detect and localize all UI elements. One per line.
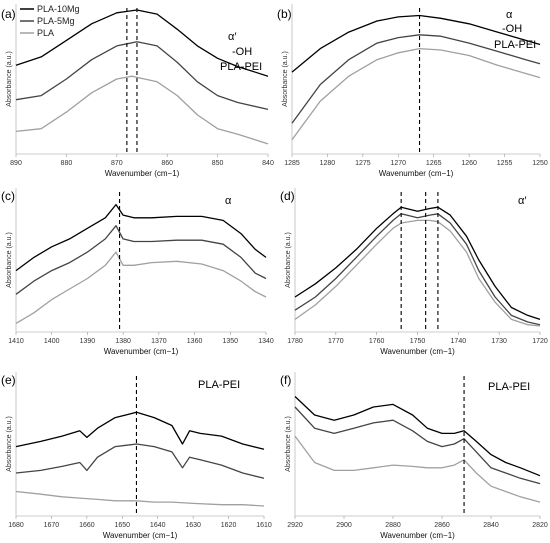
x-tick-label: 1350 bbox=[222, 338, 238, 345]
x-tick-label: 1640 bbox=[150, 522, 166, 529]
annotation-label: α bbox=[506, 9, 513, 21]
x-tick-label: 1255 bbox=[497, 160, 513, 167]
x-tick-label: 1630 bbox=[185, 522, 201, 529]
x-tick-label: 1260 bbox=[461, 160, 477, 167]
x-tick-label: 2820 bbox=[532, 522, 548, 529]
y-axis-label: Absorbance (a.u.) bbox=[285, 232, 292, 288]
x-tick-label: 1780 bbox=[287, 338, 303, 345]
series-line-pla bbox=[15, 490, 265, 507]
annotation-label: α′ bbox=[228, 31, 236, 43]
x-tick-label: 1410 bbox=[8, 338, 24, 345]
annotation-label: α bbox=[225, 195, 232, 207]
y-axis-label: Absorbance (a.u.) bbox=[6, 416, 13, 472]
series-line-pla-5mg bbox=[15, 41, 269, 111]
series-line-pla-5mg bbox=[294, 406, 541, 485]
x-tick-label: 880 bbox=[61, 160, 73, 167]
panel-label: (e) bbox=[1, 373, 16, 387]
x-tick-label: 1730 bbox=[491, 338, 507, 345]
x-tick-label: 1265 bbox=[426, 160, 442, 167]
x-tick-label: 1660 bbox=[79, 522, 95, 529]
x-tick-label: 1250 bbox=[532, 160, 548, 167]
x-tick-label: 2860 bbox=[434, 522, 450, 529]
annotation-label: α′ bbox=[518, 195, 526, 207]
series-line-pla bbox=[15, 251, 267, 324]
x-tick-label: 890 bbox=[10, 160, 22, 167]
legend-label: PLA-5Mg bbox=[37, 16, 75, 26]
x-tick-label: 1285 bbox=[284, 160, 300, 167]
x-tick-label: 1770 bbox=[328, 338, 344, 345]
series-line-pla-10mg bbox=[294, 396, 541, 477]
x-tick-label: 1280 bbox=[320, 160, 336, 167]
panel-label: (c) bbox=[1, 189, 15, 203]
annotation-label: PLA-PEI bbox=[488, 381, 530, 393]
series-line-pla-5mg bbox=[15, 443, 265, 479]
x-axis-label: Wavenumber (cm−1) bbox=[103, 531, 178, 540]
x-tick-label: 2900 bbox=[336, 522, 352, 529]
x-axis-label: Wavenumber (cm−1) bbox=[380, 531, 455, 540]
x-axis-label: Wavenumber (cm−1) bbox=[105, 169, 180, 178]
series-line-pla-10mg bbox=[15, 411, 265, 450]
x-tick-label: 1360 bbox=[187, 338, 203, 345]
x-tick-label: 840 bbox=[262, 160, 274, 167]
x-tick-label: 870 bbox=[111, 160, 123, 167]
series-line-pla-5mg bbox=[291, 34, 541, 124]
series-line-pla bbox=[294, 219, 541, 327]
y-axis-label: Absorbance (a.u.) bbox=[6, 232, 13, 288]
legend-label: PLA bbox=[37, 28, 54, 38]
x-axis-label: Wavenumber (cm−1) bbox=[104, 347, 179, 356]
x-tick-label: 2880 bbox=[385, 522, 401, 529]
panel-label: (f) bbox=[280, 373, 291, 387]
x-tick-label: 1620 bbox=[221, 522, 237, 529]
panel-label: (b) bbox=[277, 7, 292, 21]
x-tick-label: 1610 bbox=[256, 522, 272, 529]
series-line-pla-10mg bbox=[15, 203, 267, 272]
x-tick-label: 1680 bbox=[8, 522, 24, 529]
x-axis-label: Wavenumber (cm−1) bbox=[379, 169, 454, 178]
panel-label: (a) bbox=[1, 7, 16, 21]
legend-label: PLA-10Mg bbox=[37, 4, 80, 14]
y-axis-label: Absorbance (a.u.) bbox=[6, 51, 13, 107]
annotation-label: -OH bbox=[232, 46, 252, 58]
series-line-pla-10mg bbox=[15, 9, 269, 77]
x-tick-label: 1760 bbox=[369, 338, 385, 345]
y-axis-label: Absorbance (a.u.) bbox=[285, 416, 292, 472]
x-tick-label: 1670 bbox=[44, 522, 60, 529]
x-tick-label: 1400 bbox=[44, 338, 60, 345]
x-tick-label: 2920 bbox=[287, 522, 303, 529]
series-line-pla-5mg bbox=[294, 213, 541, 326]
x-axis-label: Wavenumber (cm−1) bbox=[380, 347, 455, 356]
x-tick-label: 2840 bbox=[483, 522, 499, 529]
x-tick-label: 1380 bbox=[115, 338, 131, 345]
x-tick-label: 1750 bbox=[410, 338, 426, 345]
series-line-pla-5mg bbox=[15, 225, 267, 295]
x-tick-label: 1275 bbox=[355, 160, 371, 167]
x-tick-label: 1650 bbox=[114, 522, 130, 529]
x-tick-label: 1340 bbox=[258, 338, 274, 345]
x-tick-label: 860 bbox=[161, 160, 173, 167]
series-line-pla bbox=[15, 75, 269, 145]
x-tick-label: 1740 bbox=[451, 338, 467, 345]
annotation-label: PLA-PEI bbox=[198, 379, 240, 391]
y-axis-label: Absorbance (a.u.) bbox=[282, 51, 289, 107]
annotation-label: PLA-PEI bbox=[220, 61, 262, 73]
series-line-pla bbox=[294, 435, 541, 503]
x-tick-label: 1270 bbox=[390, 160, 406, 167]
series-line-pla bbox=[291, 47, 541, 141]
x-tick-label: 1390 bbox=[80, 338, 96, 345]
x-tick-label: 1720 bbox=[532, 338, 548, 345]
x-tick-label: 1370 bbox=[151, 338, 167, 345]
annotation-label: PLA-PEI bbox=[494, 39, 536, 51]
panel-label: (d) bbox=[280, 189, 295, 203]
series-line-pla-10mg bbox=[294, 206, 541, 321]
annotation-label: -OH bbox=[502, 23, 522, 35]
x-tick-label: 850 bbox=[212, 160, 224, 167]
